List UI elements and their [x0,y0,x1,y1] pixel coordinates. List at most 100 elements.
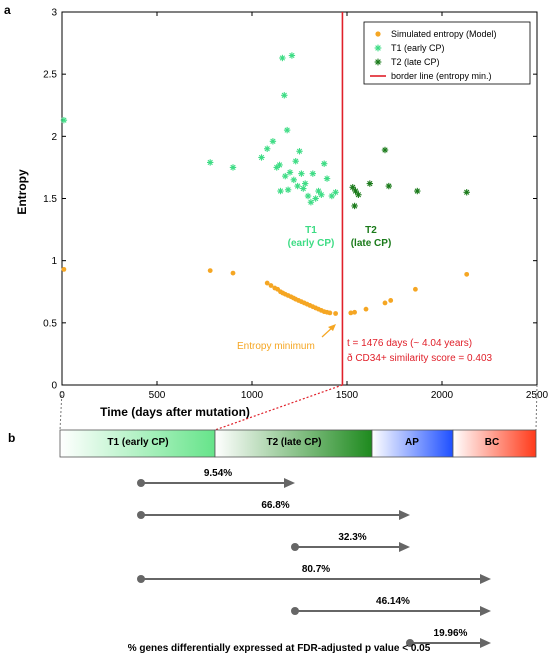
annotation-t2-sub: (late CP) [351,238,392,249]
legend-marker [374,44,382,52]
comparison-arrows: 9.54% 66.8% 32.3% 80.7% 46.14% 19.96% [137,468,491,648]
stage-label-ap: AP [405,437,419,448]
arrow-start-dot [291,607,299,615]
data-point [385,182,392,190]
comparison-arrow: 9.54% [137,468,295,488]
data-point [207,268,213,274]
data-point [351,202,358,210]
data-point [333,311,338,316]
arrow-start-dot [137,479,145,487]
stage-label-t1: T1 (early CP) [107,437,168,448]
zoom-line-right [535,384,538,431]
data-point [279,54,286,62]
series-2 [349,146,470,210]
data-point [298,170,305,177]
data-point [327,310,333,316]
x-axis-ticks: 05001000150020002500 [59,12,549,401]
data-point [414,187,421,195]
entropy-minimum-arrowhead [328,324,336,331]
data-point [60,116,68,124]
data-point [349,184,356,191]
annotation-t2: T2 [365,225,377,236]
data-point [318,191,325,198]
x-tick-label: 1000 [241,390,264,401]
y-axis-ticks: 0 0.5 1 1.5 2 2.5 3 [43,8,537,392]
data-point [264,145,271,152]
data-point [258,154,265,161]
data-point [288,52,296,59]
arrow-start-dot [137,511,145,519]
data-point [366,180,373,187]
arrow-head [480,606,491,616]
arrow-head [480,638,491,648]
arrow-head [284,478,295,488]
data-point [382,300,388,306]
data-point [282,172,289,180]
legend-box [363,21,531,85]
footer-caption: % genes differentially expressed at FDR-… [128,643,431,654]
legend-label-t1: T1 (early CP) [391,43,445,53]
y-tick-label: 3 [51,8,57,19]
data-point [207,159,214,166]
comparison-label: 80.7% [302,564,330,575]
y-tick-label: 0.5 [43,318,57,329]
data-points [60,52,470,316]
data-point [315,187,322,195]
arrow-start-dot [291,543,299,551]
stage-segment [452,429,537,458]
data-point [381,146,389,154]
data-point [352,187,359,195]
series-1 [60,52,339,206]
legend-markers [370,31,386,77]
panel-b-label: b [8,431,15,445]
zoom-connector-lines [59,384,538,431]
data-point [292,158,299,165]
data-point [290,176,297,184]
arrow-head [480,574,491,584]
annotation-t-days: t = 1476 days (~ 4.04 years) [347,338,472,349]
data-point [355,191,362,198]
y-tick-label: 1 [51,256,57,267]
comparison-arrow: 19.96% [406,628,491,648]
data-point [294,182,301,190]
stage-label-t2: T2 (late CP) [266,437,321,448]
data-point [464,271,470,277]
stage-bar [59,429,537,458]
y-tick-label: 2.5 [43,70,57,81]
annotation-t1: T1 [305,225,317,236]
comparison-arrow: 80.7% [137,564,491,584]
comparison-arrow: 32.3% [291,532,410,552]
annotation-t1-sub: (early CP) [288,238,335,249]
data-point [230,270,236,276]
comparison-label: 32.3% [338,532,366,543]
data-point [296,148,303,155]
arrow-head [399,542,410,552]
arrow-start-dot [406,639,414,647]
y-tick-label: 2 [51,132,57,143]
data-point [323,175,331,182]
stage-label-bc: BC [485,437,499,448]
annotation-similarity: ð CD34+ similarity score = 0.403 [347,352,493,364]
data-point [281,92,288,99]
panel-a-label: a [4,3,11,17]
x-tick-label: 2500 [526,390,549,401]
comparison-label: 9.54% [204,468,232,479]
x-tick-label: 1500 [336,390,359,401]
data-point [309,170,316,177]
data-point [332,189,339,196]
data-point [268,283,274,288]
stage-segment [371,429,454,458]
comparison-label: 19.96% [434,628,468,639]
legend: Simulated entropy (Model) T1 (early CP) … [363,21,531,85]
legend-marker [375,31,381,37]
data-point [304,192,312,200]
legend-label-border: border line (entropy min.) [391,71,492,81]
stage-segment [59,429,216,458]
data-point [363,306,369,312]
y-axis-label: Entropy [15,169,29,215]
data-point [300,185,307,192]
data-point [276,161,283,169]
comparison-arrow: 66.8% [137,500,410,520]
data-point [413,286,418,292]
